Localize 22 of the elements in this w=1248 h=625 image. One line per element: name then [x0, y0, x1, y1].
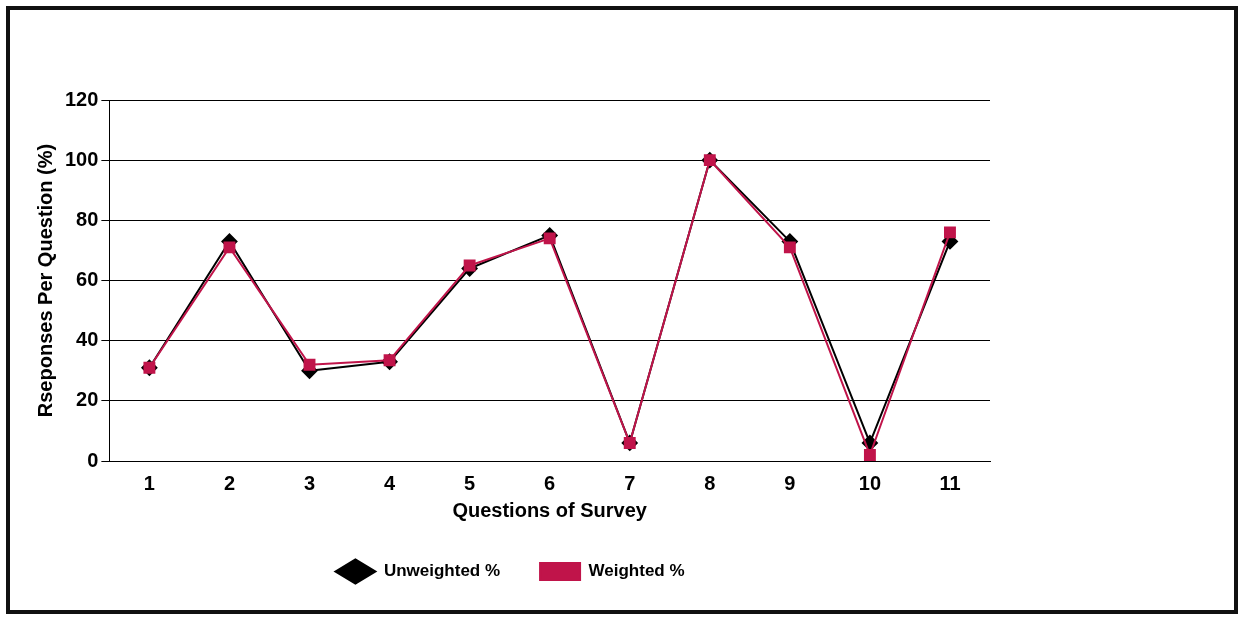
y-tick-label: 100 [64, 147, 99, 170]
x-axis-title: Questions of Survey [452, 498, 648, 521]
y-tick-label: 20 [76, 388, 99, 411]
x-tick-label: 4 [384, 471, 397, 494]
x-tick-label: 10 [858, 471, 882, 494]
y-tick-label: 40 [76, 328, 99, 351]
x-tick-label: 9 [784, 471, 796, 494]
x-tick-label: 7 [624, 471, 636, 494]
x-tick-label: 5 [464, 471, 476, 494]
x-tick-label: 1 [143, 471, 155, 494]
x-tick-label: 6 [544, 471, 556, 494]
y-tick-label: 0 [87, 448, 99, 471]
x-tick-label: 3 [303, 471, 316, 494]
y-tick-label: 120 [64, 87, 99, 110]
y-axis-title: Rseponses Per Question (%) [33, 143, 56, 418]
legend-label: Unweighted % [383, 561, 501, 581]
legend-label: Weighted % [588, 561, 685, 581]
x-tick-label: 11 [939, 471, 961, 494]
x-tick-label: 8 [704, 471, 716, 494]
x-tick-label: 2 [223, 471, 236, 494]
y-tick-label: 80 [76, 207, 99, 230]
y-tick-label: 60 [76, 268, 99, 291]
